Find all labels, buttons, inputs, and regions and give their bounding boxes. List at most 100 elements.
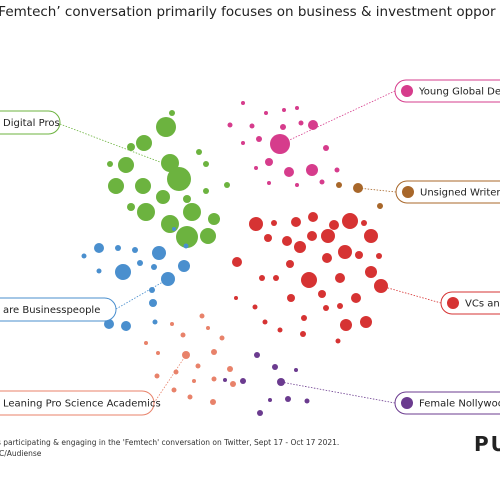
bubble-4-8 xyxy=(268,398,272,402)
bubble-3-15 xyxy=(322,253,332,263)
bubble-6-5 xyxy=(104,319,114,329)
bubble-3-8 xyxy=(291,217,301,227)
bubble-6-12 xyxy=(96,268,102,274)
bubble-6-11 xyxy=(81,253,87,259)
bubble-6-16 xyxy=(172,227,176,231)
connector-line-3 xyxy=(380,285,442,304)
bubble-0-9 xyxy=(183,203,201,221)
footnote-line-2: AC/Audiense xyxy=(0,449,42,458)
legend-dot-4 xyxy=(401,397,413,409)
bubble-6-13 xyxy=(137,260,143,266)
bubble-3-24 xyxy=(337,303,343,309)
series-label-1: Young Global Devs xyxy=(418,87,500,98)
bubble-6-6 xyxy=(94,243,104,253)
bubble-0-13 xyxy=(208,213,220,225)
bubble-6-17 xyxy=(183,243,189,249)
bubble-3-19 xyxy=(340,319,352,331)
series-label-3: VCs and xyxy=(465,299,500,310)
bubble-1-11 xyxy=(256,136,262,142)
bubble-1-6 xyxy=(241,101,245,105)
bubble-5-17 xyxy=(206,326,210,330)
bubble-1-14 xyxy=(323,145,329,151)
bubble-1-12 xyxy=(249,123,255,129)
bubble-4-4 xyxy=(272,364,278,370)
bubble-6-3 xyxy=(161,272,175,286)
bubble-3-27 xyxy=(286,260,294,268)
bubble-3-13 xyxy=(365,266,377,278)
bubble-5-9 xyxy=(187,394,193,400)
connector-line-6 xyxy=(115,278,169,310)
bubble-6-14 xyxy=(151,264,157,270)
bubble-3-25 xyxy=(355,251,363,259)
bubble-3-12 xyxy=(338,245,352,259)
bubble-0-8 xyxy=(137,203,155,221)
bubble-3-10 xyxy=(232,257,242,267)
series-label-2: Unsigned Writers xyxy=(420,188,500,199)
bubble-5-13 xyxy=(199,313,205,319)
bubble-3-31 xyxy=(335,338,341,344)
bubble-3-34 xyxy=(277,327,283,333)
bubble-0-5 xyxy=(108,178,124,194)
bubble-6-1 xyxy=(152,246,166,260)
bubble-1-13 xyxy=(280,124,286,130)
bubble-6-7 xyxy=(149,299,157,307)
bubble-3-9 xyxy=(282,236,292,246)
bubble-1-16 xyxy=(295,183,299,187)
bubble-1-4 xyxy=(265,158,273,166)
bubble-3-2 xyxy=(301,272,317,288)
label-pill-border-0 xyxy=(0,110,61,135)
bubble-3-32 xyxy=(252,304,258,310)
bubble-2-0 xyxy=(353,183,363,193)
bubble-1-5 xyxy=(227,122,233,128)
brand-logo-text: PU xyxy=(474,432,500,456)
bubble-5-8 xyxy=(171,387,177,393)
connector-lines xyxy=(59,90,442,404)
bubble-5-15 xyxy=(156,351,160,355)
bubble-3-1 xyxy=(364,229,378,243)
bubble-0-22 xyxy=(203,188,209,194)
bubble-3-36 xyxy=(361,220,367,226)
series-label-6: are Businesspeople xyxy=(3,305,100,316)
label-pill-border-1 xyxy=(394,79,500,103)
bubble-3-37 xyxy=(376,253,382,259)
bubble-0-14 xyxy=(127,143,135,151)
bubble-6-4 xyxy=(121,321,131,331)
bubble-1-20 xyxy=(267,181,271,185)
bubble-5-0 xyxy=(182,351,190,359)
bubble-1-19 xyxy=(241,141,245,145)
bubble-3-4 xyxy=(308,212,318,222)
connector-line-2 xyxy=(357,187,397,193)
bubble-6-0 xyxy=(115,264,131,280)
bubble-4-3 xyxy=(254,352,260,358)
bubble-5-10 xyxy=(211,376,217,382)
legend-dot-1 xyxy=(401,85,413,97)
series-label-5: Leaning Pro Science Academics xyxy=(3,399,161,410)
label-pill-border-2 xyxy=(395,180,500,204)
bubble-6-15 xyxy=(152,319,158,325)
bubble-0-1 xyxy=(136,135,152,151)
series-label-0: Digital Pros xyxy=(3,118,60,129)
bubble-1-8 xyxy=(282,108,286,112)
bubble-5-14 xyxy=(170,322,174,326)
bubble-3-11 xyxy=(294,241,306,253)
bubble-3-28 xyxy=(273,275,279,281)
bubble-1-18 xyxy=(334,167,340,173)
bubble-4-1 xyxy=(240,378,246,384)
bubble-4-5 xyxy=(285,396,291,402)
bubble-3-14 xyxy=(374,279,388,293)
bubble-3-30 xyxy=(259,275,265,281)
bubble-5-6 xyxy=(173,369,179,375)
bubble-3-3 xyxy=(249,217,263,231)
bubble-1-1 xyxy=(308,120,318,130)
bubble-1-15 xyxy=(254,166,258,170)
legend-dot-2 xyxy=(402,186,414,198)
label-pill-border-5 xyxy=(0,390,155,416)
series-label-4: Female Nollywood xyxy=(419,399,500,410)
bubble-0-21 xyxy=(169,110,175,116)
bubble-5-2 xyxy=(227,366,233,372)
bubble-3-7 xyxy=(307,231,317,241)
label-pill-5: Leaning Pro Science Academics xyxy=(0,390,161,416)
label-pill-4: Female Nollywood xyxy=(394,391,500,415)
bubble-3-29 xyxy=(271,220,277,226)
bubble-5-12 xyxy=(180,332,186,338)
